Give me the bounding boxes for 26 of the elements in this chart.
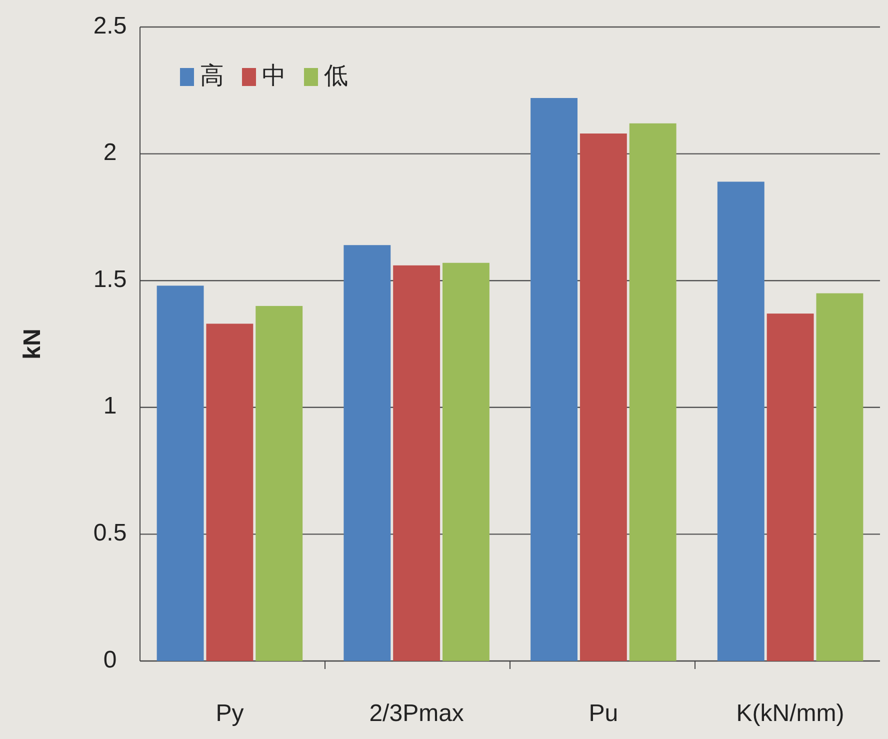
x-tick-label: Pu <box>588 700 618 727</box>
y-axis-title: kN <box>19 328 46 360</box>
x-tick-label: Py <box>216 700 244 727</box>
legend-label: 低 <box>324 62 348 90</box>
y-tick-label: 0 <box>103 646 117 674</box>
legend-label: 高 <box>200 62 224 90</box>
bar <box>206 324 254 661</box>
bar <box>442 262 490 661</box>
bar <box>156 286 204 661</box>
y-tick-label: 2.5 <box>93 12 127 40</box>
bar <box>717 182 764 661</box>
bar <box>629 123 676 661</box>
x-tick-label: K(kN/mm) <box>736 700 844 727</box>
bar <box>393 265 440 661</box>
y-tick-label: 0.5 <box>93 520 127 547</box>
y-tick-label: 1.5 <box>93 266 127 293</box>
bar <box>766 314 814 661</box>
bar <box>530 98 578 661</box>
bar <box>580 134 627 661</box>
y-tick-label: 2 <box>103 139 117 166</box>
y-tick-label: 1 <box>103 392 117 420</box>
bar <box>344 245 391 661</box>
bar <box>816 293 864 661</box>
bar <box>256 306 303 661</box>
x-tick-label: 2/3Pmax <box>369 700 464 727</box>
legend-label: 中 <box>262 62 286 90</box>
